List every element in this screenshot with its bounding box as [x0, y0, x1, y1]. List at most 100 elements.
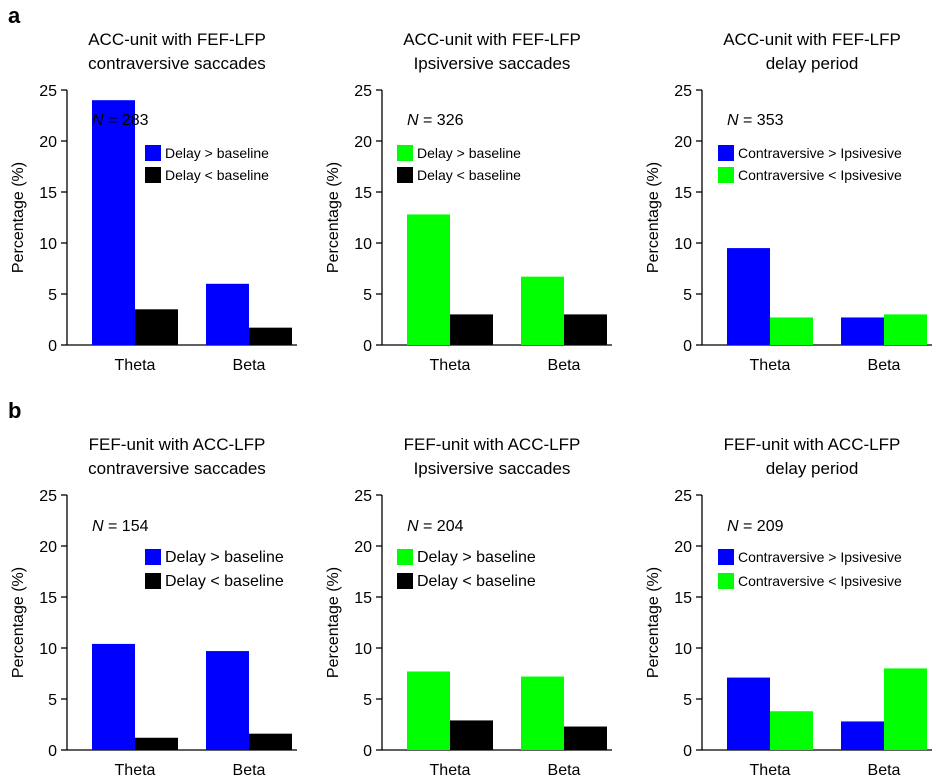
x-tick-label: Beta: [233, 762, 266, 777]
y-tick-label: 0: [48, 743, 57, 760]
y-tick-label: 10: [39, 236, 57, 253]
y-tick-label: 0: [363, 338, 372, 355]
chart-title-line: ACC-unit with FEF-LFP: [723, 30, 901, 49]
y-axis-label: Percentage (%): [645, 567, 662, 678]
y-axis-label: Percentage (%): [325, 567, 342, 678]
chart-title-line: Ipsiversive saccades: [414, 459, 571, 478]
legend-label: Delay > baseline: [417, 549, 536, 566]
y-tick-label: 15: [674, 185, 692, 202]
bar-theta-series-1: [407, 671, 450, 750]
bar-theta-series-2: [450, 314, 493, 345]
legend-label: Delay < baseline: [165, 167, 269, 183]
bar-beta-series-2: [884, 314, 927, 345]
y-tick-label: 20: [354, 134, 372, 151]
chart-title-line: ACC-unit with FEF-LFP: [403, 30, 581, 49]
n-count-label: N = 154: [92, 518, 149, 535]
legend-swatch: [718, 145, 734, 161]
legend-label: Delay < baseline: [417, 573, 536, 590]
x-tick-label: Theta: [115, 762, 156, 777]
x-tick-label: Beta: [868, 762, 901, 777]
legend-label: Contraversive > Ipsivesive: [738, 145, 902, 161]
x-tick-label: Beta: [548, 762, 581, 777]
x-tick-label: Theta: [430, 357, 471, 374]
y-axis-label: Percentage (%): [325, 162, 342, 273]
legend-swatch: [397, 145, 413, 161]
n-count-label: N = 283: [92, 112, 149, 129]
legend-label: Delay > baseline: [165, 145, 269, 161]
y-tick-label: 0: [363, 743, 372, 760]
bar-theta-series-2: [450, 720, 493, 750]
bar-theta-series-2: [770, 317, 813, 345]
y-tick-label: 25: [354, 83, 372, 100]
y-tick-label: 0: [48, 338, 57, 355]
chart-title-line: delay period: [766, 54, 859, 73]
y-tick-label: 25: [354, 488, 372, 505]
y-tick-label: 20: [39, 134, 57, 151]
legend-swatch: [397, 167, 413, 183]
legend-swatch: [397, 549, 413, 565]
chart-title-line: FEF-unit with ACC-LFP: [89, 435, 266, 454]
chart-title-line: contraversive saccades: [88, 54, 266, 73]
bar-beta-series-2: [249, 733, 292, 750]
bar-beta-series-1: [206, 651, 249, 750]
y-tick-label: 20: [674, 539, 692, 556]
x-tick-label: Theta: [430, 762, 471, 777]
legend-swatch: [718, 549, 734, 565]
y-tick-label: 10: [354, 236, 372, 253]
legend-swatch: [145, 549, 161, 565]
legend-label: Contraversive > Ipsivesive: [738, 549, 902, 565]
bar-beta-series-1: [841, 721, 884, 750]
y-tick-label: 20: [354, 539, 372, 556]
bar-beta-series-2: [564, 726, 607, 750]
chart-title-line: delay period: [766, 459, 859, 478]
chart-panel-5: FEF-unit with ACC-LFP Ipsiversive saccade…: [325, 435, 612, 777]
bar-beta-series-1: [206, 283, 249, 345]
chart-panel-3: ACC-unit with FEF-LFP delay period Percent…: [645, 30, 932, 374]
n-count-label: N = 326: [407, 112, 464, 129]
chart-panel-4: FEF-unit with ACC-LFP contraversive sacca…: [10, 435, 297, 777]
chart-title-line: Ipsiversive saccades: [414, 54, 571, 73]
y-tick-label: 20: [674, 134, 692, 151]
chart-panel-1: ACC-unit with FEF-LFP contraversive sacca…: [10, 30, 297, 374]
n-count-label: N = 204: [407, 518, 464, 535]
legend-label: Delay > baseline: [165, 549, 284, 566]
bar-beta-series-2: [564, 314, 607, 345]
bar-theta-series-1: [727, 677, 770, 750]
y-tick-label: 15: [354, 590, 372, 607]
chart-title-line: contraversive saccades: [88, 459, 266, 478]
legend-label: Contraversive < Ipsivesive: [738, 573, 902, 589]
bar-theta-series-1: [92, 643, 135, 750]
bar-theta-series-2: [770, 711, 813, 750]
bar-theta-series-1: [727, 248, 770, 345]
legend-label: Delay < baseline: [165, 573, 284, 590]
y-tick-label: 25: [674, 488, 692, 505]
y-tick-label: 15: [674, 590, 692, 607]
bar-beta-series-2: [884, 668, 927, 750]
chart-panel-6: FEF-unit with ACC-LFP delay period Percent…: [645, 435, 932, 777]
bar-beta-series-1: [521, 276, 564, 345]
y-tick-label: 10: [674, 641, 692, 658]
legend-label: Delay > baseline: [417, 145, 521, 161]
legend-label: Delay < baseline: [417, 167, 521, 183]
y-tick-label: 25: [674, 83, 692, 100]
legend-swatch: [145, 167, 161, 183]
chart-title-line: FEF-unit with ACC-LFP: [404, 435, 581, 454]
y-tick-label: 15: [39, 590, 57, 607]
n-count-label: N = 209: [727, 518, 784, 535]
y-axis-label: Percentage (%): [645, 162, 662, 273]
y-axis-label: Percentage (%): [10, 162, 27, 273]
y-tick-label: 10: [354, 641, 372, 658]
panel-label-a: a: [8, 3, 21, 28]
y-tick-label: 25: [39, 83, 57, 100]
x-tick-label: Beta: [233, 357, 266, 374]
charts-container: ACC-unit with FEF-LFP contraversive sacca…: [10, 30, 932, 777]
legend-swatch: [145, 573, 161, 589]
legend-swatch: [145, 145, 161, 161]
x-tick-label: Theta: [750, 762, 791, 777]
y-tick-label: 15: [39, 185, 57, 202]
legend-swatch: [718, 167, 734, 183]
y-tick-label: 5: [48, 287, 57, 304]
x-tick-label: Beta: [868, 357, 901, 374]
y-axis-label: Percentage (%): [10, 567, 27, 678]
